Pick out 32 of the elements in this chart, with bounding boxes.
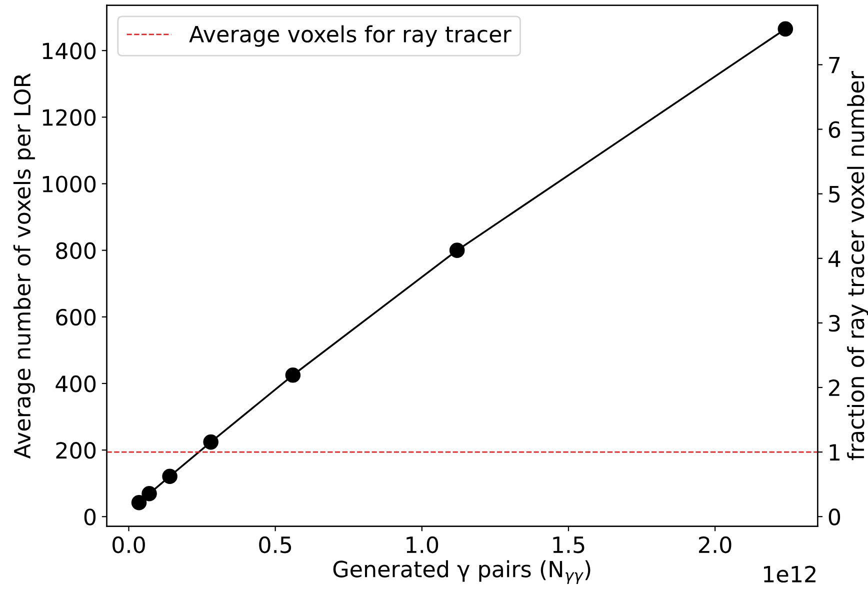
point <box>285 368 301 383</box>
y-tick-label: 1000 <box>42 176 96 192</box>
point <box>778 21 794 37</box>
y-tick-label: 800 <box>56 242 96 260</box>
y-axis-title: Average number of voxels per LOR <box>13 73 35 459</box>
x-tick-label: 2.0 <box>699 536 732 554</box>
x-tick-label: 0.5 <box>259 536 292 554</box>
y2-tick-label: 0 <box>828 508 840 526</box>
x-tick-label: 1.5 <box>553 536 584 554</box>
x-tick-label: 1.0 <box>406 536 438 554</box>
point <box>449 242 465 258</box>
y2-tick-label: 3 <box>829 314 840 332</box>
y-tick-label: 1200 <box>42 109 96 126</box>
y2-tick-label: 1 <box>830 444 840 460</box>
legend-label: Average voxels for ray tracer <box>189 25 512 47</box>
y-tick-label: 400 <box>56 375 96 392</box>
y2-tick-label: 7 <box>829 56 840 74</box>
point <box>131 495 147 510</box>
x-axis-title: Generated γ pairs (N$_{γγ}$) <box>333 560 590 584</box>
y2-tick-label: 5 <box>829 186 840 203</box>
x-tick-label: 0.0 <box>112 536 145 554</box>
y2-tick-label: 6 <box>828 121 840 138</box>
y2-tick-label: 2 <box>829 379 840 396</box>
y-tick-label: 1400 <box>42 42 96 60</box>
y-tick-label: 600 <box>56 308 96 326</box>
text: 1e12 <box>764 566 816 583</box>
point <box>142 486 157 502</box>
y-tick-label: 200 <box>56 442 96 459</box>
point <box>162 468 178 484</box>
point <box>203 434 218 450</box>
y2-tick-label: 4 <box>828 250 840 267</box>
y-tick-label: 0 <box>84 508 96 526</box>
